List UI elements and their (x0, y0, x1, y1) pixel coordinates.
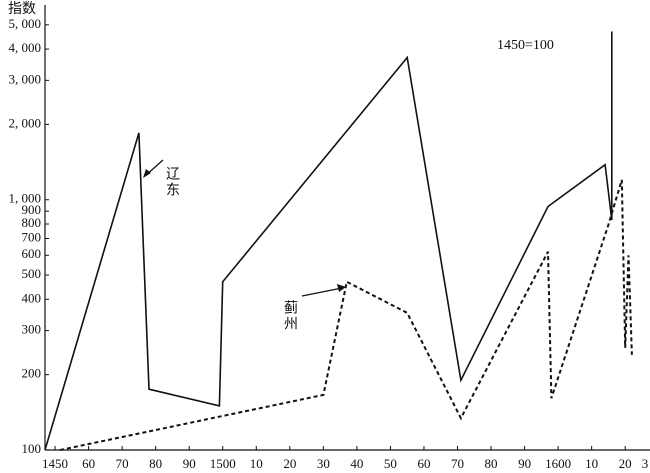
y-tick-label: 3, 000 (9, 71, 42, 86)
y-tick-label: 500 (22, 266, 42, 281)
y-tick-label: 2, 000 (9, 115, 42, 130)
y-tick-label: 600 (22, 246, 42, 261)
x-tick-label: 60 (417, 456, 430, 471)
x-tick-label: 1600 (545, 456, 571, 471)
series-label: 辽东 (164, 166, 180, 198)
x-tick-label: 60 (82, 456, 95, 471)
x-tick-label: 40 (350, 456, 363, 471)
x-tick-label: 30 (317, 456, 330, 471)
x-tick-label: 70 (116, 456, 129, 471)
series-line (44, 31, 613, 451)
y-tick-label: 4, 000 (9, 40, 42, 55)
y-tick-label: 1, 000 (9, 191, 42, 206)
x-tick-label: 80 (149, 456, 162, 471)
x-tick-label: 1450 (42, 456, 68, 471)
x-tick-label: 90 (518, 456, 531, 471)
x-tick-label: 70 (451, 456, 464, 471)
x-tick-label: 20 (283, 456, 296, 471)
x-tick-label: 20 (619, 456, 632, 471)
x-tick-label: 10 (250, 456, 263, 471)
y-tick-label: 300 (22, 322, 42, 337)
y-tick-label: 900 (22, 202, 42, 217)
y-tick-label: 400 (22, 290, 42, 305)
x-tick-label: 80 (485, 456, 498, 471)
x-tick-label: 50 (384, 456, 397, 471)
x-tick-label: 10 (585, 456, 598, 471)
x-tick-label: 90 (183, 456, 196, 471)
y-tick-label: 200 (22, 366, 42, 381)
arrow-head (143, 169, 151, 178)
series-label: 蓟州 (282, 300, 298, 332)
y-axis-label: 指数 (8, 1, 36, 17)
y-tick-label: 100 (22, 441, 42, 456)
y-tick-label: 5, 000 (9, 16, 42, 31)
series-line (59, 179, 633, 451)
x-tick-label: 3 (642, 456, 649, 471)
y-tick-label: 700 (22, 229, 42, 244)
arrow-head (337, 284, 346, 292)
annotation: 1450=100 (497, 38, 554, 53)
arrow (301, 287, 343, 297)
y-tick-label: 800 (22, 215, 42, 230)
x-tick-label: 1500 (210, 456, 236, 471)
